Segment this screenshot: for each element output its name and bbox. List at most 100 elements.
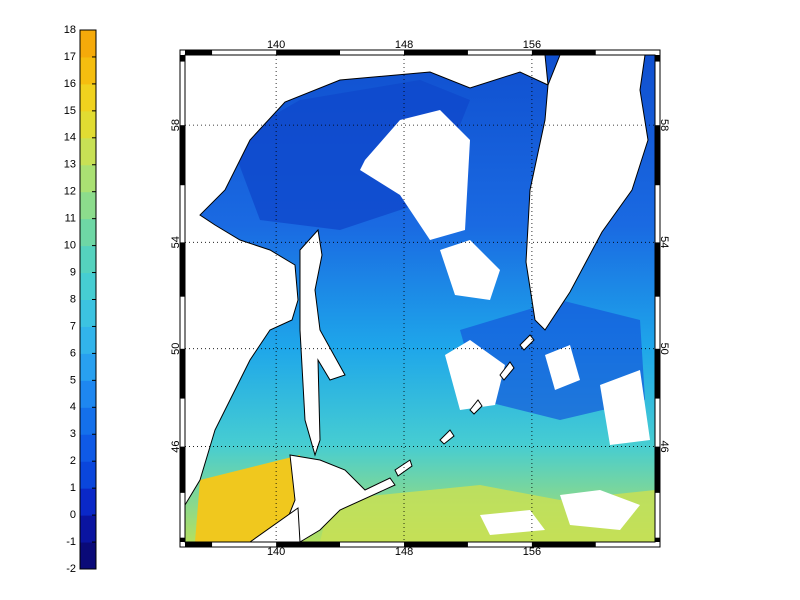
- land: [184, 54, 649, 543]
- colorbar-tick-label: 11: [65, 213, 76, 225]
- sakhalin: [299, 228, 346, 457]
- colorbar-tick-label: 4: [70, 401, 76, 413]
- cloud-gap: [600, 370, 650, 445]
- colorbar-band: [80, 191, 96, 220]
- colorbar-band: [80, 83, 96, 112]
- cloud-gap: [445, 340, 505, 410]
- colorbar-tick-label: 8: [70, 293, 76, 305]
- lat-label: 58: [170, 119, 182, 131]
- lat-label: 50: [170, 343, 182, 355]
- colorbar-tick-label: 13: [64, 159, 76, 171]
- frame-segment: [655, 296, 660, 349]
- lon-label: 140: [267, 546, 285, 558]
- warm-region: [195, 455, 300, 542]
- frame-segment: [180, 446, 185, 493]
- lon-label: 148: [395, 39, 413, 51]
- frame-segment: [655, 61, 660, 126]
- colorbar-band: [80, 272, 96, 300]
- colorbar-tick-label: 18: [64, 24, 76, 36]
- colorbar-band: [80, 326, 96, 354]
- colorbar-band: [80, 353, 96, 381]
- colorbar-tick-label: 3: [70, 428, 76, 440]
- colorbar-band: [80, 137, 96, 166]
- colorbar-tick-label: -1: [66, 536, 76, 548]
- colorbar-band: [80, 380, 96, 408]
- frame-segment: [212, 542, 277, 547]
- cloud-gap: [560, 490, 640, 530]
- frame-segment: [180, 492, 185, 538]
- frame-segment: [655, 242, 660, 297]
- mainland: [184, 54, 549, 507]
- cloud-gaps: [360, 110, 650, 535]
- lat-label: 54: [170, 236, 182, 248]
- frame-segment: [595, 542, 655, 547]
- lon-label: 140: [267, 39, 285, 51]
- colorbar-tick-label: 2: [70, 455, 76, 467]
- frame-segment: [180, 125, 185, 186]
- colorbar-band: [80, 461, 96, 489]
- frame: [184, 54, 656, 543]
- frame-segment: [180, 398, 185, 447]
- colorbar-band: [80, 218, 96, 247]
- colorbar-tick-label: 10: [64, 240, 76, 252]
- lat-label: 54: [658, 236, 670, 248]
- colorbar-band: [80, 515, 96, 543]
- frame-segment: [531, 50, 596, 55]
- colorbar-tick-label: 15: [64, 105, 76, 117]
- colorbar-tick-label: 6: [70, 347, 76, 359]
- colorbar-tick-label: 7: [70, 320, 76, 332]
- colorbar-tick-label: 0: [70, 509, 76, 521]
- frame-segment: [340, 542, 405, 547]
- colorbar-band: [80, 110, 96, 139]
- colorbar-band: [80, 542, 96, 570]
- colorbar-tick-label: 9: [70, 266, 76, 278]
- frame-segment: [531, 542, 596, 547]
- lat-label: 58: [658, 119, 670, 131]
- frame-segment: [595, 50, 655, 55]
- frame-segment: [467, 50, 532, 55]
- frame-segment: [655, 125, 660, 186]
- lon-label: 148: [395, 546, 413, 558]
- lat-label: 50: [658, 343, 670, 355]
- frame-segment: [180, 61, 185, 126]
- frame-segment: [404, 50, 468, 55]
- frame-segment: [655, 398, 660, 447]
- frame-segment: [655, 537, 660, 542]
- colorbar-tick-label: 1: [70, 482, 76, 494]
- frame-segment: [180, 185, 185, 243]
- frame-segment: [276, 50, 341, 55]
- frame: [179, 49, 661, 548]
- cloud-gap: [360, 110, 470, 240]
- frame-segment: [180, 55, 185, 62]
- frame-segment: [185, 542, 213, 547]
- frame-segment: [180, 296, 185, 349]
- frame-segment: [185, 50, 213, 55]
- lat-label: 46: [658, 440, 670, 452]
- colorbar-band: [80, 488, 96, 516]
- cloud-gap: [440, 240, 500, 300]
- colorbar-tick-label: 16: [64, 78, 76, 90]
- island: [469, 399, 483, 415]
- island: [394, 459, 413, 477]
- frame-segment: [212, 50, 277, 55]
- frame-segment: [655, 446, 660, 493]
- kamchatka: [525, 54, 649, 331]
- frame-segment: [404, 542, 468, 547]
- frame-segment: [180, 348, 185, 399]
- colorbar-band: [80, 30, 96, 58]
- lat-label: 46: [170, 440, 182, 452]
- frame-segment: [276, 542, 341, 547]
- map: [184, 54, 655, 543]
- colorbar-band: [80, 164, 96, 193]
- colorbar-band: [80, 434, 96, 462]
- frame-segment: [655, 492, 660, 538]
- lon-label: 156: [523, 546, 541, 558]
- frame-segment: [655, 185, 660, 243]
- colorbar-tick-label: 14: [64, 132, 76, 144]
- cloud-gap: [545, 345, 580, 390]
- island: [519, 334, 535, 351]
- frame-segment: [655, 55, 660, 62]
- cloud-gap: [480, 510, 545, 535]
- island: [439, 429, 455, 445]
